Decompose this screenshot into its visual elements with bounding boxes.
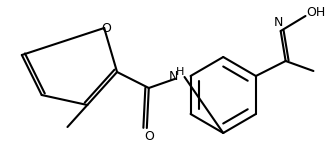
Text: N: N: [274, 17, 284, 29]
Text: H: H: [175, 67, 184, 77]
Text: N: N: [169, 69, 178, 83]
Text: OH: OH: [306, 7, 325, 19]
Text: O: O: [144, 130, 154, 143]
Text: O: O: [101, 21, 111, 35]
